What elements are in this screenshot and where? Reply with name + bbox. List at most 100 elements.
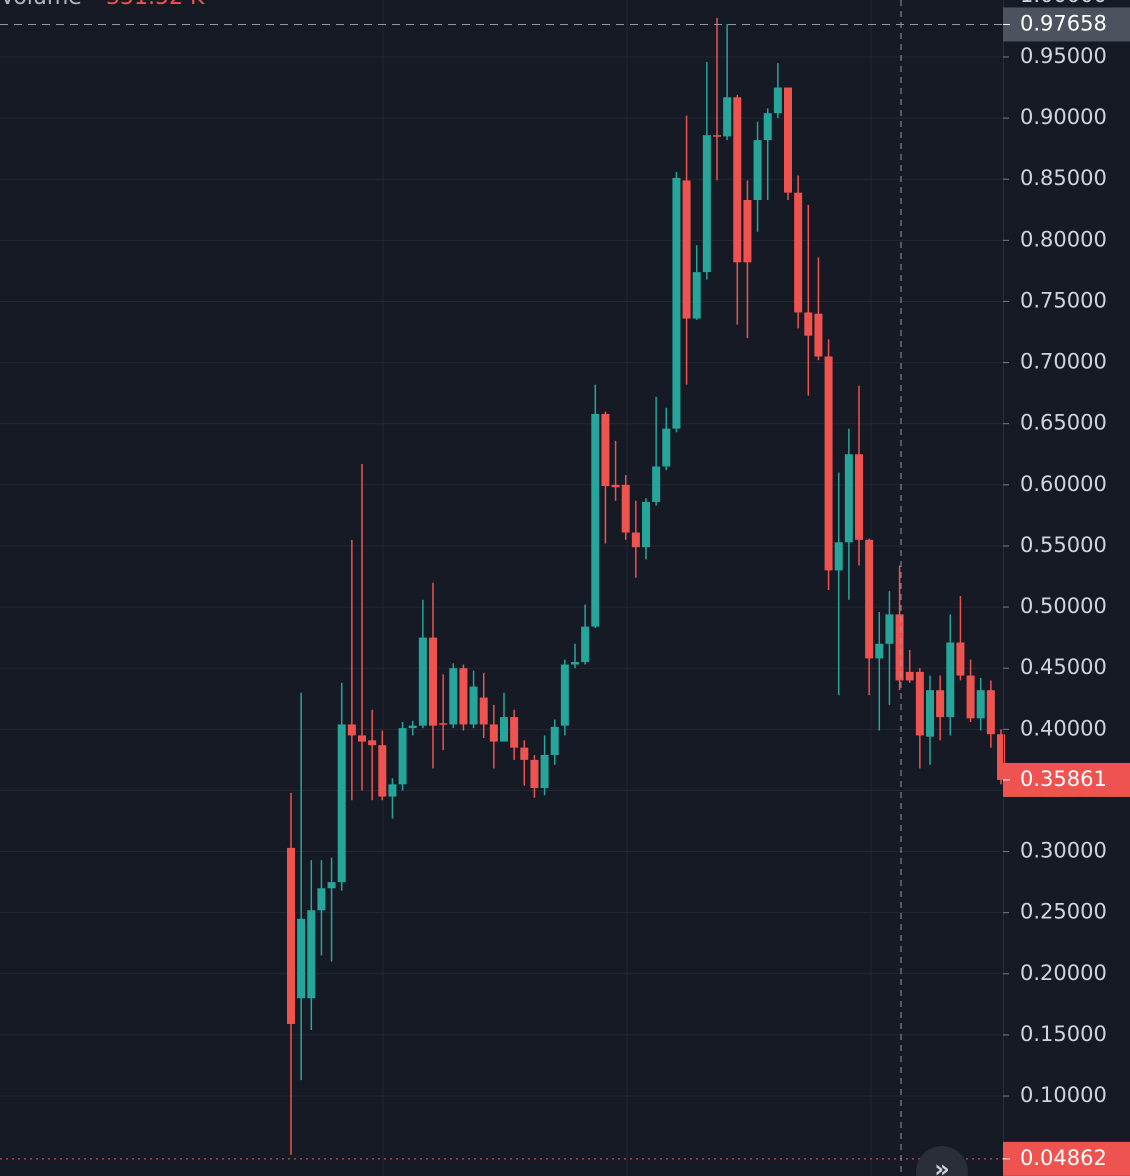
candle-body [773,87,782,114]
grid [0,0,1003,1176]
candle-body [804,312,813,336]
candle-body [855,454,863,540]
y-tick-label: 0.25000 [1020,900,1107,924]
candle-body [733,97,742,263]
candle-body [489,724,498,742]
candle-body [682,180,691,319]
candle-body [662,428,671,467]
y-tick-label: 0.75000 [1020,288,1107,312]
candle-body [672,177,681,429]
y-tick-label: 0.95000 [1020,44,1107,68]
y-tick-label: 0.60000 [1020,472,1107,496]
candle-body [642,501,650,548]
y-tick-label: 0.40000 [1020,716,1107,740]
candle-body [621,484,630,533]
candle-body [530,759,539,788]
candle-body [702,135,711,273]
price-tag-label: 0.35861 [1020,767,1107,791]
candle-body [398,728,407,785]
candle-body [459,668,468,725]
candle-body [327,882,336,889]
candle-body [317,888,326,911]
price-tag-bg [1003,762,1130,797]
y-tick-label: 0.55000 [1020,533,1107,557]
candle-body [297,918,306,999]
candle-body [895,614,904,681]
candle-body [611,484,620,488]
candle-body [591,413,600,627]
candle-body [713,135,721,137]
candle-body [986,690,995,735]
candle-body [510,717,519,748]
candle-body [905,671,914,681]
candle-body [520,747,529,760]
candle-body [560,664,569,726]
price-tag-bg [1003,7,1130,42]
candle-body [844,454,853,543]
candle-body [834,542,843,571]
candle-body [550,726,559,755]
candle-body [418,637,427,726]
candle-body [763,113,772,141]
candle-body [926,690,934,737]
candle-body [824,356,833,571]
y-tick-label: 0.20000 [1020,961,1107,985]
y-tick-label: 0.65000 [1020,411,1107,435]
candle-body [794,192,803,313]
candle-body [976,690,985,719]
y-tick-label: 0.85000 [1020,166,1107,190]
volume-label: Volume [0,0,82,10]
candle-body [388,784,397,797]
scroll-button[interactable] [916,1146,968,1176]
candle-body [287,847,295,1024]
candle-body [743,199,752,263]
candle-body [449,668,458,725]
candle-body [581,626,590,663]
candle-body [358,735,366,742]
candle-body [347,724,356,736]
candle-body [408,725,417,729]
candle-body [601,413,610,487]
price-tag-label: 0.97658 [1020,11,1107,35]
candle-body [368,740,377,746]
candle-body [814,313,823,357]
candle-body [429,637,437,726]
candle-body [966,675,975,719]
candle-body [936,690,945,718]
candle-body [439,723,448,725]
candle-body [915,671,924,736]
y-tick-label: 0.80000 [1020,227,1107,251]
y-tick-label: 0.45000 [1020,655,1107,679]
price-tag-label: 0.04862 [1020,1146,1107,1170]
candle-body [692,272,701,319]
candle-body [723,97,732,137]
y-tick-label: 0.10000 [1020,1083,1107,1107]
volume-value: 351.52 K [106,0,205,10]
candle-body [875,643,884,659]
candle-body [307,910,316,999]
y-tick-label: 0.30000 [1020,839,1107,863]
candle-body [652,466,661,502]
candle-body [956,642,965,676]
price-tag-bg [1003,1141,1130,1176]
candle-body [540,754,549,788]
candle-body [378,745,387,797]
candle-body [469,686,478,725]
candle-body [479,697,488,725]
y-tick-label: 0.50000 [1020,594,1107,618]
candle-body [571,662,579,665]
y-tick-label: 0.70000 [1020,350,1107,374]
y-tick-label: 0.90000 [1020,105,1107,129]
candle-body [865,539,874,659]
candle-body [337,724,346,883]
scroll-icon: » [934,1155,950,1176]
candle-body [946,642,955,718]
candle-body [997,734,1005,780]
candle-body [885,614,894,644]
candle-body [784,87,792,193]
candle-body [500,717,508,742]
y-tick-label: 0.15000 [1020,1022,1107,1046]
candle-body [631,532,640,548]
